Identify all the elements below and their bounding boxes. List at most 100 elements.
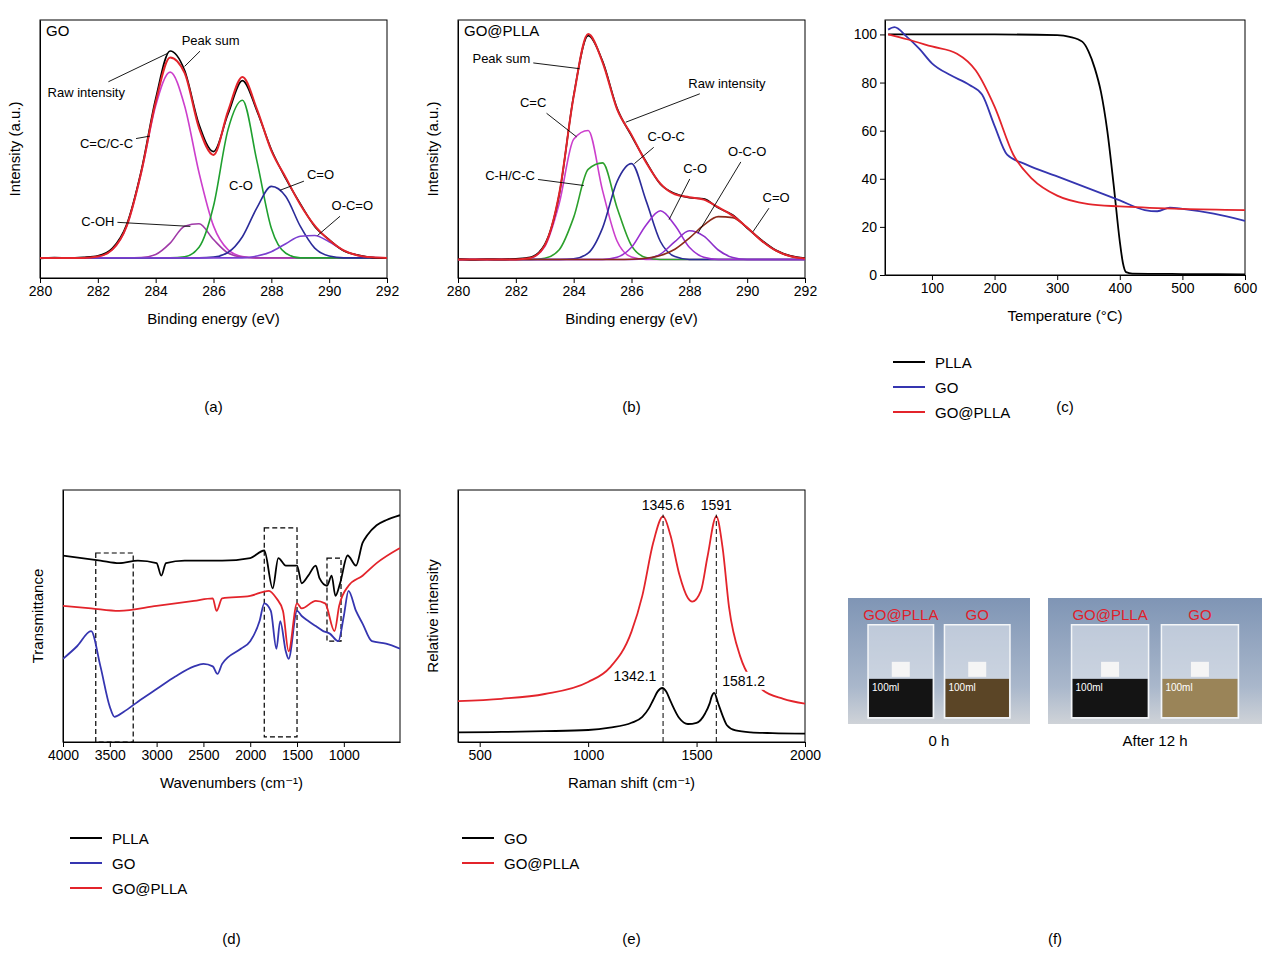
x-tick-label: 284	[144, 283, 168, 299]
x-tick: 1000	[573, 742, 604, 763]
x-tick: 500	[469, 742, 493, 763]
x-axis: 100200300400500600	[886, 275, 1258, 296]
series-line	[458, 164, 805, 260]
plot-frame	[40, 20, 387, 278]
series-line	[458, 688, 805, 734]
label-patch	[612, 667, 657, 685]
label-patch	[646, 128, 686, 145]
plot-marks	[63, 515, 400, 742]
x-axis-title: Temperature (°C)	[1007, 307, 1122, 324]
x-tick-label: 284	[562, 283, 586, 299]
series-label: Raw intensity	[688, 76, 766, 91]
series-line	[40, 100, 387, 258]
x-tick-label: 3000	[142, 747, 173, 763]
label-patch	[80, 213, 115, 230]
x-tick: 300	[1046, 275, 1070, 296]
series-label: C-O-C	[647, 129, 685, 144]
x-tick-label: 286	[202, 283, 226, 299]
plot-marks	[458, 34, 805, 260]
label-patch	[721, 672, 766, 690]
x-tick: 286	[620, 278, 644, 299]
annotation-lines	[663, 514, 716, 742]
leader-line	[538, 179, 584, 185]
leader-line	[753, 208, 769, 232]
liquid	[1162, 679, 1237, 717]
peak-label: 1345.6	[642, 497, 685, 513]
x-tick-label: 1000	[329, 747, 360, 763]
legend-label: GO@PLLA	[504, 855, 579, 872]
liquid	[945, 679, 1009, 717]
series-line	[458, 131, 805, 260]
plot-title: GO@PLLA	[464, 22, 539, 39]
series-line	[458, 211, 805, 260]
panel-caption: (b)	[622, 398, 640, 415]
highlight-box	[327, 558, 341, 641]
label-patch	[306, 166, 335, 183]
series-line	[458, 516, 805, 703]
y-axis	[458, 21, 459, 279]
x-tick: 500	[1171, 275, 1195, 296]
x-tick-label: 282	[505, 283, 529, 299]
y-axis-title: Transmittance	[29, 569, 46, 663]
series-labels: Raw intensityPeak sumC=C/C-CC-OHC-OC=OO-…	[47, 32, 374, 230]
x-tick-label: 1000	[573, 747, 604, 763]
liquid	[869, 679, 933, 717]
beaker-glass	[944, 625, 1010, 718]
leader-lines	[533, 63, 769, 233]
leader-line	[117, 222, 190, 226]
y-tick: 60	[861, 123, 885, 139]
plot-frame	[458, 20, 805, 278]
x-tick: 3000	[142, 742, 173, 763]
series-line	[63, 591, 400, 717]
chart-panel: 500100015002000Raman shift (cm⁻¹)Relativ…	[424, 490, 821, 947]
y-tick-mark	[880, 179, 885, 180]
x-tick-label: 2000	[235, 747, 266, 763]
y-tick-label: 60	[861, 123, 877, 139]
x-tick: 2000	[235, 742, 266, 763]
x-tick-label: 500	[1171, 280, 1195, 296]
x-tick: 3500	[95, 742, 126, 763]
series-line	[40, 57, 387, 257]
x-axis: 280282284286288290292	[447, 278, 818, 299]
y-axis	[63, 491, 64, 743]
peak-label: 1342.1	[613, 668, 656, 684]
label-patch	[682, 160, 708, 177]
x-tick: 400	[1109, 275, 1133, 296]
panel-caption: (a)	[204, 398, 222, 415]
photo	[1048, 598, 1262, 724]
series-label: C=C	[520, 95, 546, 110]
x-tick: 284	[144, 278, 168, 299]
series-line	[40, 72, 387, 258]
y-tick-label: 100	[854, 26, 878, 42]
chart-panel: 280282284286288290292Binding energy (eV)…	[424, 20, 817, 415]
beaker-label: GO@PLLA	[863, 606, 938, 623]
panel-caption: (d)	[222, 930, 240, 947]
photo-panel: 100mlGO@PLLA100mlGO0 h100mlGO@PLLA100mlG…	[848, 598, 1262, 947]
x-axis-title: Binding energy (eV)	[565, 310, 698, 327]
peak-label: 1581.2	[722, 673, 765, 689]
leader-line	[533, 63, 579, 69]
x-tick: 288	[260, 278, 284, 299]
plot-frame	[63, 490, 400, 742]
beaker-glass	[1072, 625, 1149, 718]
panel-caption: (c)	[1056, 398, 1074, 415]
y-axis-title: Intensity (a.u.)	[6, 101, 23, 196]
x-tick-label: 280	[29, 283, 53, 299]
series-label: C-O	[229, 178, 253, 193]
beaker-volume: 100ml	[948, 682, 975, 693]
x-tick: 100	[921, 275, 945, 296]
chart-panel: 100200300400500600020406080100Temperatur…	[854, 20, 1258, 421]
plot-marks	[458, 516, 805, 733]
x-axis-title: Binding energy (eV)	[147, 310, 280, 327]
x-tick-label: 4000	[48, 747, 79, 763]
legend-label: GO	[112, 855, 135, 872]
label-patch	[762, 189, 791, 206]
y-tick-mark	[880, 83, 885, 84]
photo	[848, 598, 1030, 724]
label-patch	[471, 50, 531, 67]
x-tick-label: 288	[260, 283, 284, 299]
figure: 280282284286288290292Binding energy (eV)…	[0, 0, 1268, 957]
series-label: Raw intensity	[48, 85, 126, 100]
peak-line	[663, 514, 664, 742]
legend-label: PLLA	[112, 830, 149, 847]
